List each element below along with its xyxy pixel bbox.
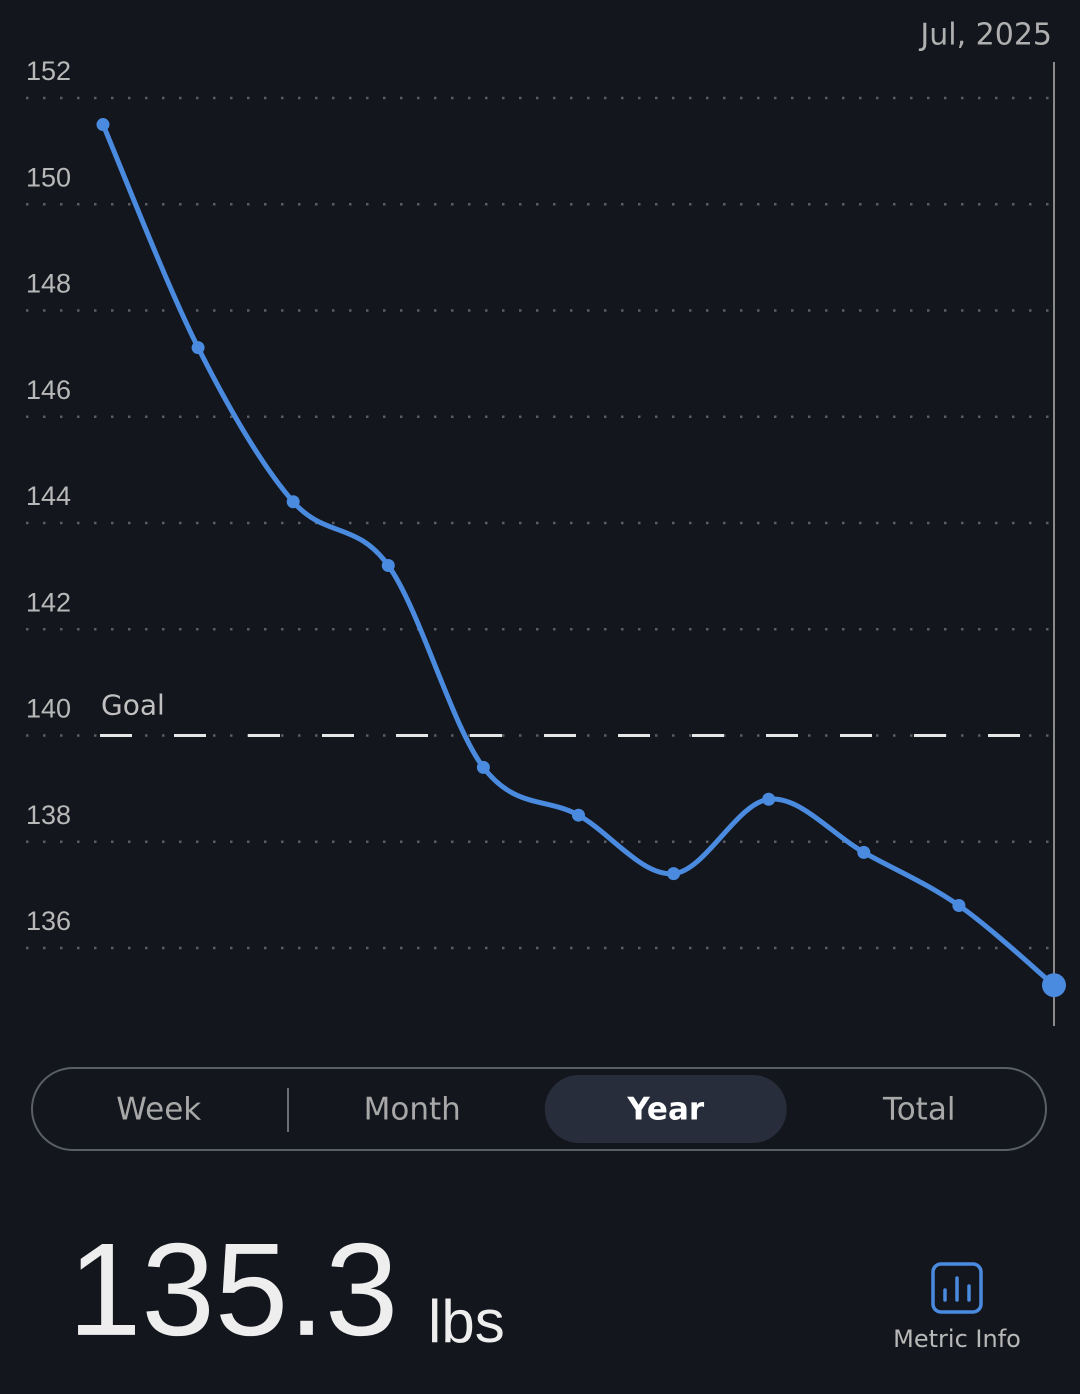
y-tick-label: 142 bbox=[26, 587, 71, 617]
y-tick-label: 136 bbox=[26, 906, 71, 936]
y-tick-label: 146 bbox=[26, 375, 71, 405]
tab-bar bbox=[31, 1067, 1047, 1151]
data-point bbox=[191, 341, 205, 355]
goal-label: Goal bbox=[101, 689, 165, 722]
tab[interactable]: Month bbox=[364, 1092, 461, 1128]
data-point bbox=[381, 559, 395, 573]
y-tick-label: 138 bbox=[26, 800, 71, 830]
data-point bbox=[96, 118, 110, 132]
reading-value: 135.3 bbox=[68, 1216, 398, 1363]
metric-info-label[interactable]: Metric Info bbox=[893, 1325, 1021, 1353]
tab[interactable]: Week bbox=[116, 1092, 201, 1128]
tab[interactable]: Total bbox=[882, 1092, 955, 1128]
date-label: Jul, 2025 bbox=[918, 18, 1052, 53]
data-point bbox=[476, 760, 490, 774]
y-tick-label: 150 bbox=[26, 162, 71, 192]
data-point bbox=[762, 792, 776, 806]
y-tick-label: 140 bbox=[26, 694, 71, 724]
tab[interactable]: Year bbox=[626, 1092, 705, 1128]
y-tick-label: 144 bbox=[26, 481, 71, 511]
data-point bbox=[857, 845, 871, 859]
reading-unit: lbs bbox=[428, 1288, 505, 1355]
data-point bbox=[286, 495, 300, 509]
y-tick-label: 152 bbox=[26, 56, 71, 86]
weight-line bbox=[100, 123, 1056, 988]
y-tick-label: 148 bbox=[26, 269, 71, 299]
selected-tab-pill bbox=[544, 1075, 787, 1143]
data-point bbox=[952, 899, 966, 913]
metric-info-icon[interactable] bbox=[931, 1262, 983, 1314]
icon-frame bbox=[931, 1262, 983, 1314]
data-point bbox=[572, 808, 585, 822]
data-point bbox=[1042, 973, 1066, 998]
data-point bbox=[667, 867, 681, 881]
